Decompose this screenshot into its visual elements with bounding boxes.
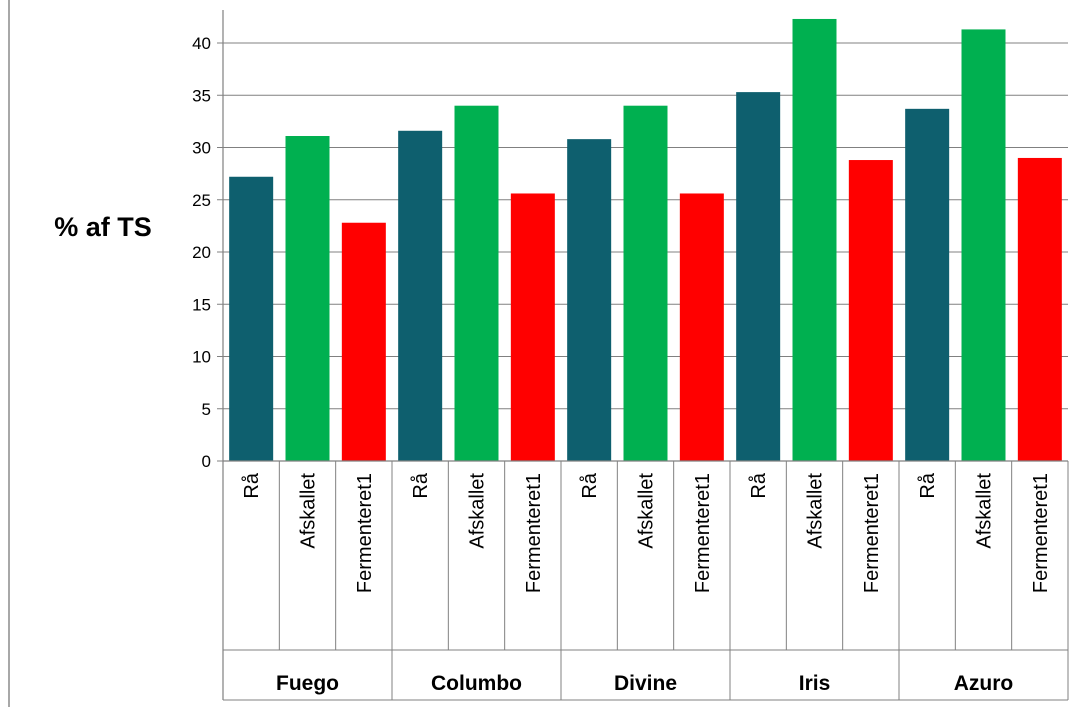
x-tick-label: Rå bbox=[917, 472, 939, 498]
y-tick-label: 0 bbox=[202, 452, 211, 471]
x-tick-label: Fermenteret1 bbox=[523, 473, 545, 593]
group-label: Divine bbox=[614, 672, 677, 695]
axis-labels: 0 5 10 15 20 25 30 35 40 Rå Afskallet Fermenteret1 R… bbox=[192, 34, 1052, 695]
bar-fuego-3 bbox=[341, 222, 386, 461]
x-tick-label: Rå bbox=[241, 472, 263, 498]
x-tick-label: Rå bbox=[579, 472, 601, 498]
x-tick-label: Rå bbox=[410, 472, 432, 498]
x-tick-label: Afskallet bbox=[298, 473, 320, 549]
bar-iris-3 bbox=[848, 160, 893, 462]
group-label: Azuro bbox=[954, 672, 1014, 695]
y-tick-label: 5 bbox=[202, 400, 211, 419]
bar-iris-2 bbox=[792, 18, 837, 462]
group-label: Fuego bbox=[276, 672, 339, 695]
bar-azuro-2 bbox=[961, 29, 1006, 461]
axes bbox=[8, 0, 1069, 707]
bar-columbo-1 bbox=[398, 130, 443, 461]
x-tick-label: Rå bbox=[748, 472, 770, 498]
bar-divine-2 bbox=[623, 105, 668, 461]
x-tick-label: Fermenteret1 bbox=[861, 473, 883, 593]
bar-divine-1 bbox=[567, 139, 612, 461]
bar-azuro-1 bbox=[905, 108, 950, 462]
x-tick-label: Afskallet bbox=[805, 473, 827, 549]
y-axis-title: % af TS bbox=[54, 212, 152, 242]
x-tick-label: Afskallet bbox=[974, 473, 996, 549]
y-tick-label: 15 bbox=[192, 295, 211, 314]
y-tick-label: 30 bbox=[192, 139, 211, 158]
bar-columbo-2 bbox=[454, 105, 499, 461]
x-tick-label: Fermenteret1 bbox=[692, 473, 714, 593]
x-tick-label: Afskallet bbox=[636, 473, 658, 549]
y-tick-label: 10 bbox=[192, 348, 211, 367]
group-label: Iris bbox=[799, 672, 831, 695]
bar-fuego-2 bbox=[285, 136, 330, 461]
x-tick-label: Fermenteret1 bbox=[354, 473, 376, 593]
y-tick-label: 20 bbox=[192, 243, 211, 262]
y-tick-label: 25 bbox=[192, 191, 211, 210]
bar-iris-1 bbox=[736, 92, 781, 462]
x-tick-label: Fermenteret1 bbox=[1030, 473, 1052, 593]
y-tick-label: 40 bbox=[192, 34, 211, 53]
x-tick-label: Afskallet bbox=[467, 473, 489, 549]
bar-columbo-3 bbox=[510, 193, 555, 462]
group-label: Columbo bbox=[431, 672, 522, 695]
bar-azuro-3 bbox=[1017, 157, 1062, 461]
y-tick-label: 35 bbox=[192, 86, 211, 105]
bars bbox=[229, 18, 1062, 462]
bar-fuego-1 bbox=[229, 176, 274, 461]
bar-divine-3 bbox=[679, 193, 724, 462]
